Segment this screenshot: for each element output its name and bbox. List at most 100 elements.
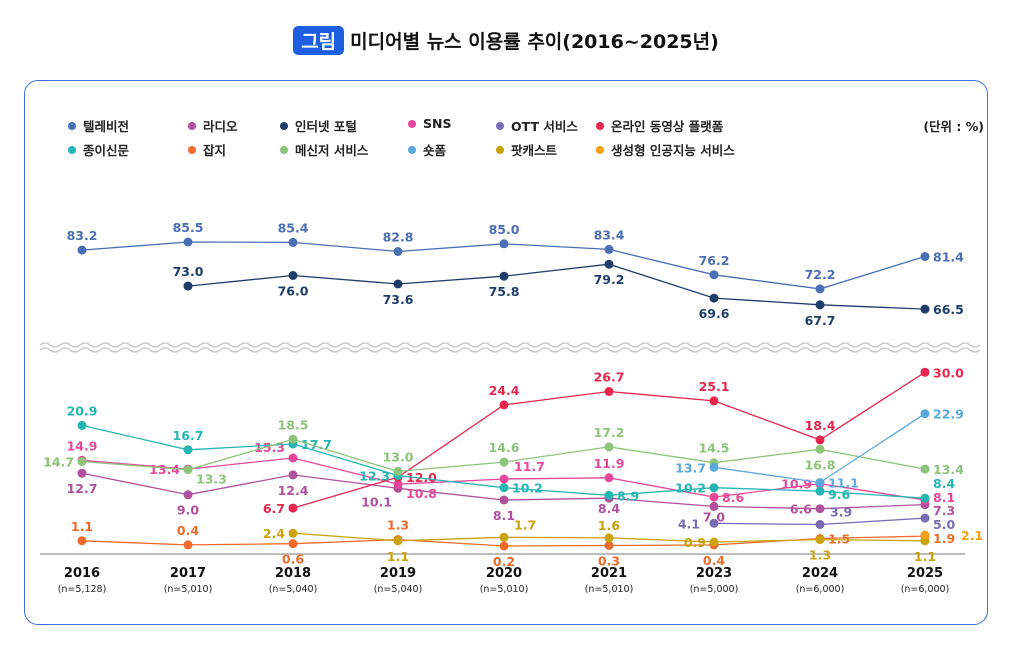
data-label: 7.0: [703, 509, 725, 524]
data-point: [393, 247, 403, 256]
x-tick-label: 2020: [486, 566, 522, 581]
data-label: 66.5: [933, 302, 964, 317]
x-tick-label: 2025: [907, 566, 943, 581]
legend-label: 팟캐스트: [511, 143, 558, 158]
data-label: 30.0: [933, 365, 964, 380]
series-1: 12.79.012.410.18.1 8.47.06.6 7.3: [67, 468, 955, 524]
data-point: [815, 444, 825, 454]
legend-item: 온라인 동영상 플랫폼: [596, 116, 723, 135]
data-point: [920, 252, 930, 261]
legend-marker: [188, 121, 196, 130]
data-point: [815, 486, 825, 496]
data-point: [709, 293, 719, 303]
data-point: [709, 501, 719, 511]
data-point: [183, 465, 193, 475]
data-label: 16.7: [173, 428, 204, 443]
data-label: 14.9: [67, 438, 98, 453]
x-tick-label: 2018: [275, 566, 311, 581]
data-label: 10.2: [512, 481, 543, 496]
data-label: 1.7: [514, 517, 536, 532]
data-label: 12.4: [278, 483, 309, 498]
x-tick-label: 2019: [380, 566, 416, 581]
data-label: 76.2: [699, 253, 730, 268]
series-line: [81, 241, 926, 290]
legend-marker: [68, 145, 76, 154]
data-label: 1.5: [828, 532, 850, 547]
data-label: 9.6: [828, 487, 850, 502]
data-label: 72.2: [805, 267, 836, 282]
data-label: 17.2: [594, 425, 625, 440]
legend-label: 생성형 인공지능 서비스: [611, 143, 735, 158]
legend-item: 라디오: [188, 116, 238, 135]
data-label: 11.1: [828, 476, 859, 491]
series-line: [187, 263, 926, 310]
data-label: 13.4: [149, 462, 180, 477]
data-label: 0.2: [493, 554, 515, 569]
data-point: [709, 483, 719, 493]
data-point: [288, 237, 298, 247]
data-label: 85.0: [489, 222, 520, 237]
data-point: [499, 532, 509, 542]
data-label: 9.0: [177, 503, 199, 518]
data-label: 83.2: [67, 228, 98, 243]
data-point: [183, 281, 193, 291]
data-point: [604, 533, 614, 543]
data-label: 18.4: [805, 418, 836, 433]
data-point: [183, 237, 193, 247]
data-label: 69.6: [699, 306, 730, 321]
data-point: [920, 409, 930, 419]
data-point: [604, 387, 614, 396]
sample-size-label: (n=5,010): [480, 584, 529, 595]
legend-label: SNS: [423, 116, 452, 131]
title-tag: 그림: [293, 26, 345, 55]
data-label: 24.4: [489, 383, 520, 398]
data-label: 1.1: [387, 549, 409, 564]
legend-marker: [496, 145, 504, 154]
data-label: 25.1: [699, 379, 730, 394]
data-point: [77, 536, 87, 546]
legend-item: OTT 서비스: [496, 116, 578, 135]
sample-size-label: (n=5,010): [164, 584, 213, 595]
x-tick-label: 2021: [591, 566, 627, 581]
data-point: [920, 513, 930, 523]
data-label: 1.3: [809, 548, 831, 563]
data-point: [288, 453, 298, 463]
data-point: [288, 434, 298, 444]
data-label: 8.6: [722, 490, 744, 505]
data-point: [499, 271, 509, 281]
data-point: [709, 518, 719, 528]
data-point: [288, 470, 298, 480]
data-point: [183, 540, 193, 550]
data-label: 4.1: [678, 516, 700, 531]
data-point: [499, 400, 509, 410]
series-6: 20.916.717.712.310.28.910.2 9.68.4: [67, 403, 956, 503]
sample-size-label: (n=5,000): [690, 584, 739, 595]
chart-title: 그림 미디어별 뉴스 이용률 추이(2016~2025년): [0, 26, 1012, 55]
legend-marker: [280, 121, 288, 130]
data-label: 0.3: [598, 554, 620, 569]
data-label: 8.4: [933, 476, 955, 491]
data-point: [709, 462, 719, 472]
legend-label: OTT 서비스: [511, 119, 578, 134]
legend-item: 텔레비전: [68, 116, 129, 135]
data-point: [183, 490, 193, 500]
series-9: 13.7 11.1 22.9: [675, 407, 964, 491]
legend-marker: [596, 145, 604, 154]
data-label: 8.1: [933, 490, 955, 505]
legend-item: 팟캐스트: [496, 140, 557, 159]
axis-break: [39, 342, 981, 348]
data-point: [77, 245, 87, 255]
data-label: 1.1: [914, 549, 936, 564]
data-label: 13.0: [383, 449, 414, 464]
data-label: 79.2: [594, 272, 625, 287]
data-label: 0.4: [703, 553, 725, 568]
data-point: [920, 367, 930, 377]
sample-size-label: (n=6,000): [796, 584, 845, 595]
legend-marker: [280, 145, 288, 154]
legend-label: 라디오: [203, 119, 238, 134]
legend-item: SNS: [408, 116, 451, 131]
data-point: [499, 541, 509, 551]
legend-item: 생성형 인공지능 서비스: [596, 140, 735, 159]
data-point: [393, 466, 403, 476]
series-2: 73.0 76.0 73.6 75.8 79.2 69.6 67.7 66.5: [173, 259, 964, 328]
